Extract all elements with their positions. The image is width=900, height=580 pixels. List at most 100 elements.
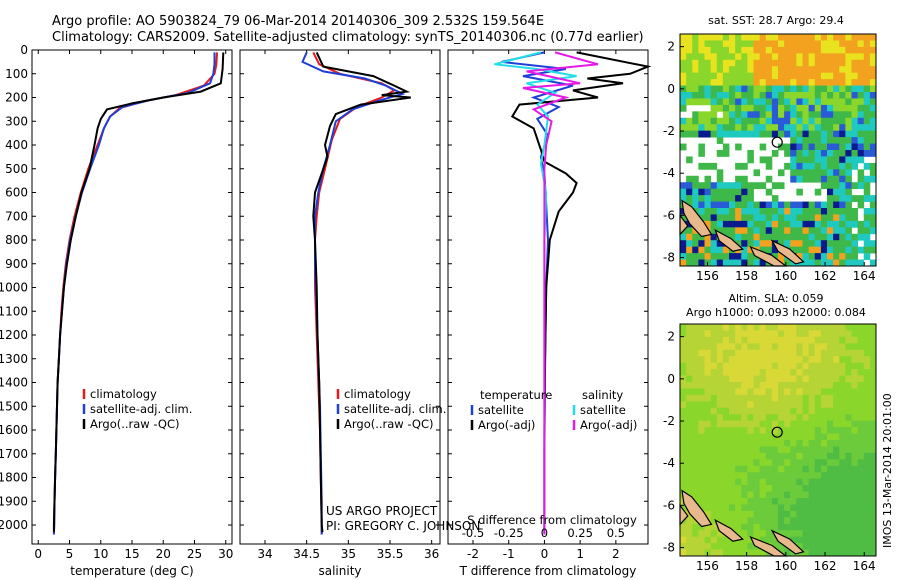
map-cell <box>747 491 754 499</box>
map-cell <box>710 375 718 383</box>
map-cell <box>753 227 761 235</box>
map-cell <box>741 59 748 67</box>
map-cell <box>863 175 871 183</box>
map-cell <box>716 182 724 190</box>
map-cell <box>698 369 705 376</box>
map-cell <box>839 214 846 222</box>
map-cell <box>845 85 852 93</box>
map-cell <box>784 356 791 364</box>
map-cell <box>765 517 773 525</box>
map-cell <box>710 543 718 550</box>
map-cell <box>833 388 840 396</box>
map-cell <box>839 349 846 357</box>
map-cell <box>729 72 736 80</box>
map-cell <box>839 40 846 48</box>
series-argo-raw-qc- <box>312 51 411 533</box>
map-cell <box>790 79 797 86</box>
map-cell <box>747 104 754 112</box>
map-cell <box>710 66 718 74</box>
map-cell <box>686 92 693 99</box>
map-cell <box>820 98 828 106</box>
map-cell <box>778 330 785 338</box>
map-cell <box>863 208 871 215</box>
map-cell <box>863 104 871 112</box>
map-cell <box>814 491 822 499</box>
map-cell <box>698 124 705 132</box>
map-cell <box>729 253 736 260</box>
map-cell <box>698 208 705 215</box>
map-cell <box>827 336 834 344</box>
y-tick-label: 2000 <box>0 518 28 532</box>
map-cell <box>814 517 822 525</box>
map-cell <box>722 195 730 202</box>
map-cell <box>759 459 767 467</box>
map-cell <box>704 214 712 222</box>
map-cell <box>790 227 797 235</box>
map-cell <box>753 182 761 190</box>
map-cell <box>784 382 791 389</box>
map-cell <box>851 182 859 190</box>
map-frame <box>679 323 877 557</box>
map-cell <box>771 182 779 190</box>
map-cell <box>686 356 693 364</box>
map-cell <box>735 485 742 492</box>
map-cell <box>765 362 773 370</box>
map-cell <box>704 504 712 512</box>
map-cell <box>698 401 705 409</box>
map-cell <box>827 523 834 531</box>
map-cell <box>735 549 742 557</box>
x-tick-label: 10 <box>93 547 108 561</box>
map-cell <box>790 394 797 402</box>
map-cell <box>869 330 877 338</box>
map-cell <box>729 491 736 499</box>
map-cell <box>716 98 724 106</box>
map-cell <box>833 233 840 241</box>
map-cell <box>784 220 791 228</box>
map-cell <box>863 324 871 331</box>
map-cell <box>857 201 865 209</box>
map-cell <box>710 72 718 80</box>
map-cell <box>747 259 754 267</box>
map-cell <box>747 543 754 550</box>
map-cell <box>784 336 791 344</box>
map-cell <box>778 220 785 228</box>
map-cell <box>839 195 846 202</box>
map-cell <box>839 491 846 499</box>
y-tick-label: 1300 <box>0 352 28 366</box>
map-cell <box>827 485 834 492</box>
map-cell <box>771 220 779 228</box>
map-cell <box>698 117 705 125</box>
map-cell <box>857 369 865 376</box>
map-x-tick-label: 162 <box>814 269 837 283</box>
map-cell <box>851 388 859 396</box>
map-cell <box>698 536 705 544</box>
map-cell <box>845 79 852 86</box>
map-cell <box>710 517 718 525</box>
map-cell <box>735 253 742 260</box>
map-cell <box>851 66 859 74</box>
map-cell <box>704 40 712 48</box>
map-x-tick-label: 156 <box>696 559 719 573</box>
map-cell <box>747 343 754 351</box>
map-cell <box>845 543 852 550</box>
map-cell <box>771 523 779 531</box>
map-cell <box>790 46 797 54</box>
map-cell <box>845 137 852 144</box>
map-cell <box>827 446 834 454</box>
map-cell <box>741 124 748 132</box>
map-cell <box>820 485 828 492</box>
map-cell <box>753 79 761 86</box>
map-cell <box>698 233 705 241</box>
map-cell <box>692 259 699 267</box>
map-cell <box>863 72 871 80</box>
map-cell <box>857 388 865 396</box>
temperature-profile-frame <box>31 49 233 545</box>
sla-map-title2: Argo h1000: 0.093 h2000: 0.084 <box>686 306 866 319</box>
map-cell <box>704 452 712 460</box>
map-cell <box>827 433 834 441</box>
map-cell <box>802 336 810 344</box>
map-cell <box>778 375 785 383</box>
map-cell <box>741 220 748 228</box>
map-cell <box>735 517 742 525</box>
x-tick-label: 0 <box>34 547 42 561</box>
